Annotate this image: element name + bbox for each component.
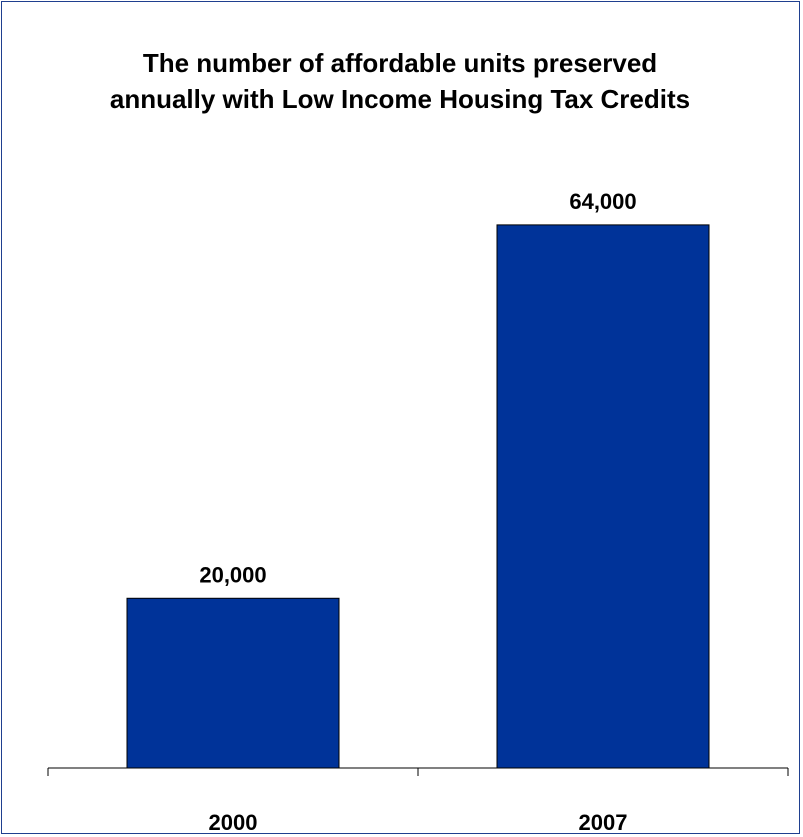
x-tick-label-2000: 2000 [209, 810, 258, 835]
bar-2007 [496, 224, 710, 769]
value-label-2000: 20,000 [199, 562, 266, 587]
x-axis [47, 767, 789, 776]
value-label-2007: 64,000 [569, 189, 636, 214]
chart-title: The number of affordable units preserved… [109, 48, 691, 114]
x-tick-label-2007: 2007 [579, 810, 628, 835]
bar-2000 [126, 597, 340, 769]
bars-group [126, 224, 710, 769]
labels-group: 20,000 2000 64,000 2007 [199, 189, 636, 835]
